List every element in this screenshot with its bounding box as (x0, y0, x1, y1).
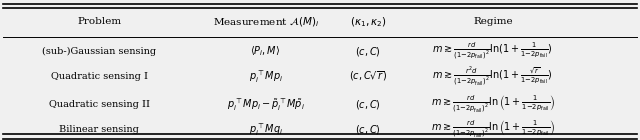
Text: $m \gtrsim \frac{rd}{(1{-}2p_{\mathrm{fail}})^2}\ln\left(1+\frac{1}{1{-}2p_{\mat: $m \gtrsim \frac{rd}{(1{-}2p_{\mathrm{fa… (431, 94, 555, 115)
Text: Problem: Problem (77, 17, 121, 26)
Text: $\langle P_i, M\rangle$: $\langle P_i, M\rangle$ (250, 44, 281, 58)
Text: $(c, C)$: $(c, C)$ (355, 98, 381, 111)
Text: (sub-)Gaussian sensing: (sub-)Gaussian sensing (42, 46, 156, 56)
Text: Quadratic sensing II: Quadratic sensing II (49, 100, 150, 109)
Text: $m \gtrsim \frac{r^2d}{(1{-}2p_{\mathrm{fail}})^2}\ln(1+\frac{\sqrt{r}}{1{-}2p_{: $m \gtrsim \frac{r^2d}{(1{-}2p_{\mathrm{… (433, 65, 553, 88)
Text: Bilinear sensing: Bilinear sensing (60, 125, 139, 134)
Text: $p_i^\top M p_i$: $p_i^\top M p_i$ (248, 68, 283, 85)
Text: $(c, C\sqrt{r})$: $(c, C\sqrt{r})$ (349, 69, 387, 83)
Text: $p_i^\top M p_i - \tilde{p}_i^\top M\tilde{p}_i$: $p_i^\top M p_i - \tilde{p}_i^\top M\til… (227, 96, 305, 113)
Text: $(c, C)$: $(c, C)$ (355, 45, 381, 58)
Text: Quadratic sensing I: Quadratic sensing I (51, 72, 148, 81)
Text: $(\kappa_1, \kappa_2)$: $(\kappa_1, \kappa_2)$ (349, 15, 387, 29)
Text: Measurement $\mathcal{A}(M)_i$: Measurement $\mathcal{A}(M)_i$ (212, 15, 319, 29)
Text: $m \gtrsim \frac{rd}{(1{-}2p_{\mathrm{fail}})^2}\ln\left(1+\frac{1}{1{-}2p_{\mat: $m \gtrsim \frac{rd}{(1{-}2p_{\mathrm{fa… (431, 119, 555, 140)
Text: $m \gtrsim \frac{rd}{(1{-}2p_{\mathrm{fail}})^2}\ln(1+\frac{1}{1{-}2p_{\mathrm{f: $m \gtrsim \frac{rd}{(1{-}2p_{\mathrm{fa… (433, 41, 553, 62)
Text: $p_i^\top M q_i$: $p_i^\top M q_i$ (248, 121, 283, 138)
Text: $(c, C)$: $(c, C)$ (355, 123, 381, 136)
Text: Regime: Regime (473, 17, 513, 26)
